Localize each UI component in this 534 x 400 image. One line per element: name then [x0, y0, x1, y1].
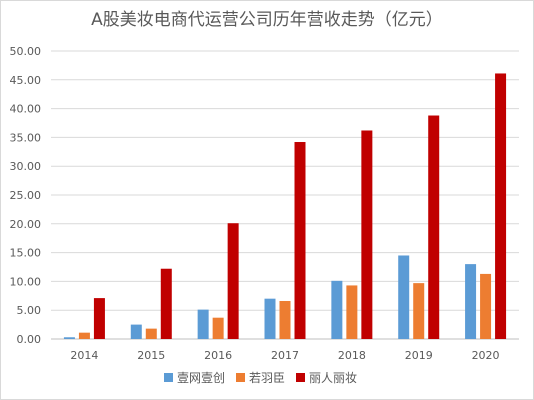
legend-swatch [164, 373, 173, 382]
bar-3-2019 [428, 115, 440, 340]
bar-2-2018 [346, 285, 358, 339]
bar-2-2014 [78, 332, 90, 339]
bar-1-2020 [465, 264, 477, 339]
y-tick-label: 20.00 [10, 218, 42, 231]
y-tick-label: 35.00 [10, 131, 42, 144]
y-axis-ticks: 0.00 5.00 10.00 15.00 20.00 25.00 30.00 35.00 40… [10, 45, 42, 346]
y-tick-label: 0.00 [17, 333, 42, 346]
bar-2-2017 [279, 300, 291, 339]
y-tick-label: 50.00 [10, 45, 42, 58]
x-tick-label: 2020 [472, 349, 500, 362]
bar-2-2015 [145, 328, 157, 339]
x-tick-label: 2017 [271, 349, 299, 362]
legend: 壹网壹创 若羽臣 丽人丽妆 [164, 371, 357, 385]
bars [63, 73, 507, 340]
legend-swatch [236, 373, 245, 382]
x-axis-ticks: 2014 2015 2016 2017 2018 2019 2020 [70, 349, 499, 362]
x-tick-label: 2016 [204, 349, 232, 362]
x-tick-label: 2019 [405, 349, 433, 362]
y-tick-label: 5.00 [17, 304, 42, 317]
bar-2-2019 [413, 283, 425, 339]
y-tick-label: 15.00 [10, 247, 42, 260]
bar-3-2015 [160, 268, 172, 339]
y-tick-label: 40.00 [10, 103, 42, 116]
x-tick-label: 2015 [137, 349, 165, 362]
bar-3-2020 [495, 73, 507, 340]
bar-1-2015 [130, 324, 142, 339]
y-tick-label: 10.00 [10, 275, 42, 288]
bar-3-2014 [93, 298, 105, 339]
y-tick-label: 30.00 [10, 160, 42, 173]
chart-title: A股美妆电商代运营公司历年营收走势（亿元） [91, 10, 443, 30]
x-tick-label: 2018 [338, 349, 366, 362]
gridlines [51, 50, 519, 340]
y-tick-label: 45.00 [10, 74, 42, 87]
bar-1-2018 [331, 280, 343, 339]
legend-label: 若羽臣 [249, 371, 285, 385]
y-tick-label: 25.00 [10, 189, 42, 202]
bar-3-2017 [294, 142, 306, 339]
bar-2-2016 [212, 317, 224, 339]
bar-1-2017 [264, 298, 276, 339]
legend-label: 丽人丽妆 [309, 371, 357, 385]
bar-1-2014 [63, 337, 75, 339]
bar-2-2020 [480, 273, 492, 339]
bar-3-2016 [227, 223, 239, 339]
x-tick-label: 2014 [70, 349, 98, 362]
legend-label: 壹网壹创 [177, 371, 225, 385]
legend-swatch [296, 373, 305, 382]
bar-1-2019 [398, 255, 410, 339]
bar-1-2016 [197, 309, 209, 339]
bar-3-2018 [361, 130, 373, 339]
